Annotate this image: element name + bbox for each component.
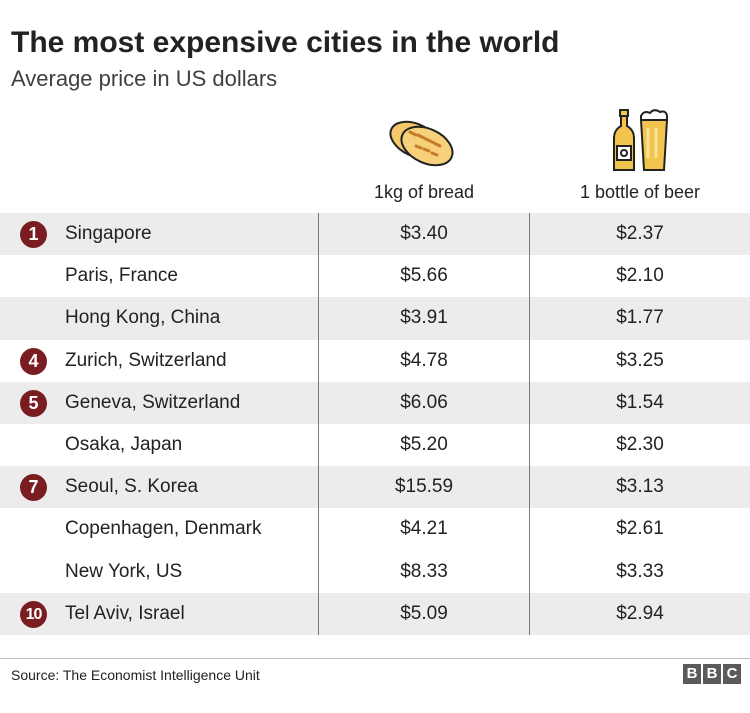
column-divider	[529, 213, 530, 635]
rank-badge: 5	[20, 389, 47, 417]
city-name: Hong Kong, China	[65, 307, 221, 329]
bbc-logo: B B C	[683, 664, 741, 684]
column-divider	[318, 213, 319, 635]
bread-icon	[389, 120, 454, 167]
column-header-beer: 1 bottle of beer	[579, 182, 701, 202]
price-table: 1 Singapore $3.40 $2.37 Paris, France $5…	[0, 213, 750, 635]
bread-price: $3.40	[400, 223, 448, 244]
rank-badge: 7	[20, 474, 47, 502]
table-row: 7 Seoul, S. Korea $15.59 $3.13	[0, 466, 750, 509]
beer-price: $1.54	[616, 391, 664, 413]
beer-price: $2.61	[616, 518, 664, 540]
table-row: Hong Kong, China $3.91 $1.77	[0, 297, 750, 340]
beer-bottle-and-glass-icon	[613, 109, 669, 171]
beer-price: $2.94	[616, 602, 664, 624]
bread-price: $6.06	[400, 391, 448, 413]
beer-price: $2.10	[616, 265, 664, 287]
bbc-logo-letter: B	[703, 664, 721, 684]
beer-price: $3.33	[616, 560, 664, 582]
city-name: Seoul, S. Korea	[65, 476, 199, 498]
city-name: New York, US	[65, 560, 183, 582]
rank-badge: 10	[20, 600, 47, 628]
chart-title: The most expensive cities in the world	[11, 26, 560, 59]
table-row: Osaka, Japan $5.20 $2.30	[0, 424, 750, 466]
beer-price: $3.25	[616, 349, 664, 371]
beer-price: $1.77	[616, 307, 664, 329]
table-row: Copenhagen, Denmark $4.21 $2.61	[0, 508, 750, 550]
bbc-logo-letter: B	[683, 664, 701, 684]
source-note: Source: The Economist Intelligence Unit	[11, 667, 260, 683]
table-row: 4 Zurich, Switzerland $4.78 $3.25	[0, 340, 750, 382]
rank-badge: 4	[20, 347, 47, 375]
bread-price: $15.59	[394, 476, 454, 498]
beer-price: $3.13	[616, 476, 664, 498]
bread-price: $5.09	[400, 602, 448, 624]
table-row: 10 Tel Aviv, Israel $5.09 $2.94	[0, 592, 750, 635]
rank-badge: 1	[20, 221, 47, 248]
table-row: 5 Geneva, Switzerland $6.06 $1.54	[0, 381, 750, 424]
table-row: 1 Singapore $3.40 $2.37	[0, 213, 750, 256]
table-row: Paris, France $5.66 $2.10	[0, 255, 750, 297]
city-name: Zurich, Switzerland	[65, 349, 227, 371]
bread-price: $8.33	[400, 560, 448, 582]
bread-price: $4.21	[400, 518, 448, 540]
bread-price: $5.20	[400, 433, 448, 455]
city-name: Tel Aviv, Israel	[65, 602, 185, 624]
city-name: Singapore	[65, 223, 152, 244]
footer-divider	[0, 658, 750, 659]
bread-price: $5.66	[400, 265, 448, 287]
bread-price: $4.78	[400, 349, 448, 371]
chart-subtitle: Average price in US dollars	[11, 66, 278, 91]
column-header-bread: 1kg of bread	[373, 182, 475, 202]
city-name: Osaka, Japan	[65, 433, 183, 455]
city-name: Copenhagen, Denmark	[65, 518, 262, 540]
bbc-logo-letter: C	[723, 664, 741, 684]
city-name: Paris, France	[65, 265, 178, 287]
beer-price: $2.30	[616, 433, 664, 455]
table-row: New York, US $8.33 $3.33	[0, 551, 750, 593]
beer-price: $2.37	[616, 223, 664, 244]
bread-price: $3.91	[400, 307, 448, 329]
city-name: Geneva, Switzerland	[65, 391, 241, 413]
